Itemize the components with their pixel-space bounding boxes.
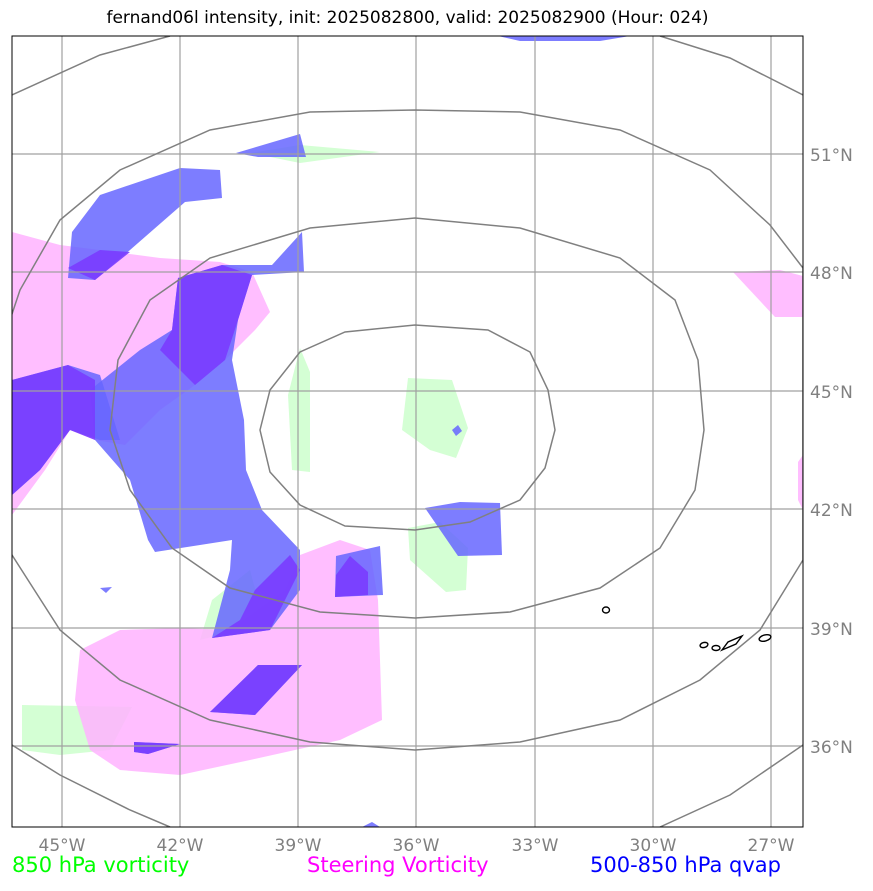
lat-tick-labels: 51°N 48°N 45°N 42°N 39°N 36°N [810,146,853,758]
chart-title: fernand06l intensity, init: 2025082800, … [106,8,709,28]
lon-tick-label: 42°W [157,836,204,856]
lat-tick-label: 45°N [810,383,853,403]
legend-qvap: 500-850 hPa qvap [590,853,781,877]
qvap-area [425,502,502,556]
qvap-area [498,36,630,41]
steering-vorticity-area [733,270,803,317]
lat-tick-label: 51°N [810,146,853,166]
lat-tick-label: 39°N [810,620,853,640]
overlap-area [12,365,95,495]
overlap-area [134,742,180,754]
steering-vorticity-area [798,455,803,510]
lon-tick-label: 27°W [748,836,795,856]
qvap-area [90,232,304,638]
steering-vorticity-area [75,540,382,775]
overlap-area [210,665,302,715]
contour [601,606,611,614]
map-layers [12,36,803,827]
overlap-area [212,555,300,638]
overlap-area [160,265,252,385]
lon-tick-label: 36°W [393,836,440,856]
contour [758,634,772,642]
lat-tick-label: 48°N [810,264,853,284]
legend-850-vorticity: 850 hPa vorticity [12,853,190,877]
lon-tick-label: 33°W [512,836,559,856]
gridlines [12,36,803,827]
inner-ring [259,324,556,531]
outermost-ring [12,36,803,827]
contour [699,641,709,649]
middle-ring [109,217,705,619]
lon-tick-label: 30°W [630,836,677,856]
qvap-area [100,587,112,593]
contour [711,644,721,652]
qvap-area [362,822,380,827]
lon-tick-labels: 45°W 42°W 39°W 36°W 33°W 30°W 27°W [39,836,795,856]
lon-tick-label: 39°W [275,836,322,856]
lat-tick-label: 42°N [810,501,853,521]
qvap-area [236,134,306,157]
legend-steering-vorticity: Steering Vorticity [307,853,489,877]
vorticity-area [288,348,310,472]
qvap-area [452,425,462,436]
steering-vorticity-layer [12,232,803,775]
lon-tick-label: 45°W [39,836,86,856]
lat-tick-label: 36°N [810,738,853,758]
intensity-rings [12,36,803,827]
vorticity-area [402,378,468,458]
map-frame [11,35,804,828]
contour [719,634,745,652]
outer-ring [12,109,803,751]
black-contours [601,606,772,652]
overlap-area [335,556,368,597]
